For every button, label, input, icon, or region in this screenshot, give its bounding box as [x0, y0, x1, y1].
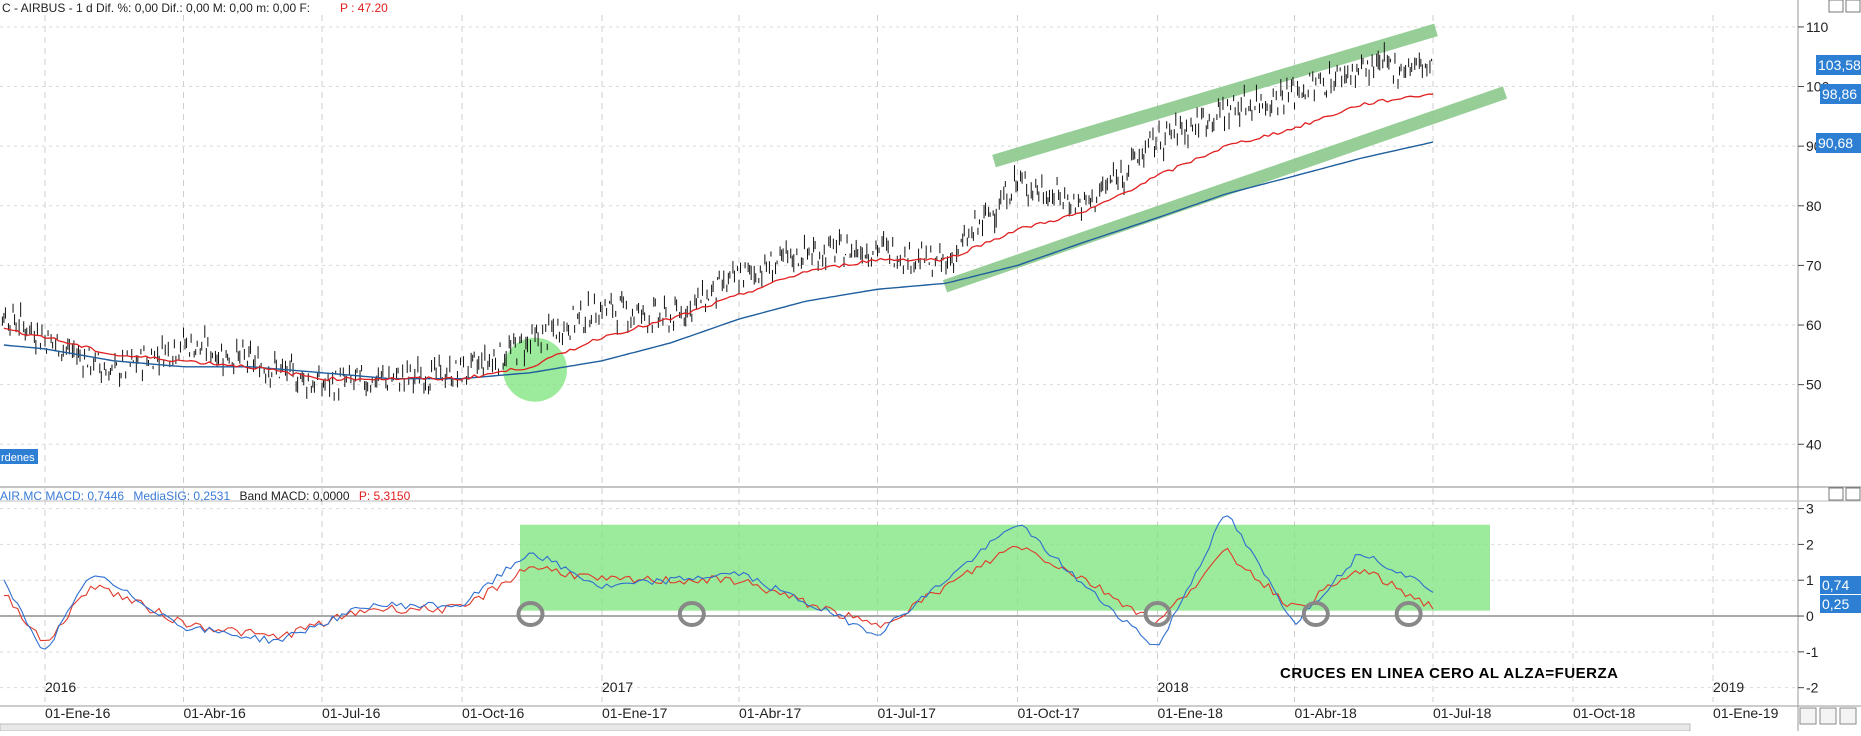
annotation-text: CRUCES EN LINEA CERO AL ALZA=FUERZA — [1280, 665, 1618, 682]
x-tick-label: 01-Oct-18 — [1573, 705, 1635, 721]
x-tick-label: 01-Jul-17 — [877, 705, 936, 721]
y-tick-label: 2 — [1806, 536, 1814, 552]
ma-short-line — [3, 93, 1434, 382]
y-tick-label: 80 — [1806, 198, 1822, 214]
macd-price-label: P: 5,3150 — [359, 489, 411, 503]
macd-value: 0,74 — [1822, 577, 1849, 593]
highlights — [503, 23, 1508, 611]
fit-button — [1839, 707, 1857, 725]
x-tick-label: 01-Ene-19 — [1713, 705, 1779, 721]
macd-line — [3, 515, 1434, 650]
y-tick-label: 40 — [1806, 436, 1822, 452]
channel-line — [992, 23, 1438, 168]
macd-header: AIR.MC MACD: 0,7446 MediaSIG: 0,2531 Ban… — [0, 489, 411, 503]
ma-long-value: 90,68 — [1818, 135, 1853, 151]
x-tick-label: 01-Abr-16 — [183, 705, 245, 721]
macd-signal-badge — [1820, 595, 1861, 613]
maximize-button — [1845, 0, 1861, 13]
x-tick-label: 01-Oct-16 — [462, 705, 524, 721]
macd-signal-label: MediaSIG: 0,2531 — [133, 489, 230, 503]
year-label: 2019 — [1713, 679, 1744, 695]
minimize-button — [1828, 0, 1844, 13]
year-label: 2017 — [602, 679, 633, 695]
ma-short-value: 98,86 — [1822, 86, 1857, 102]
year-label: 2018 — [1158, 679, 1189, 695]
y-tick-label: -2 — [1806, 680, 1819, 696]
zero-cross-markers — [516, 601, 1423, 628]
x-tick-label: 01-Ene-18 — [1158, 705, 1224, 721]
ma-long-badge — [1816, 133, 1861, 153]
macd-maximize-button — [1845, 487, 1861, 501]
zero-cross-circle — [677, 601, 706, 628]
macd-value-badge — [1820, 576, 1861, 594]
year-label: 2016 — [45, 679, 76, 695]
zero-cross-circle — [1301, 601, 1330, 628]
ma-short-badge — [1820, 84, 1861, 104]
x-tick-label: 01-Abr-18 — [1295, 705, 1357, 721]
header-price: P : 47.20 — [340, 1, 388, 15]
series — [1, 42, 1434, 650]
ma-long-line — [3, 141, 1434, 380]
grid — [0, 15, 1798, 702]
macd-positive-zone — [520, 524, 1490, 611]
x-axis: 01-Ene-16 01-Abr-16 01-Jul-16 01-Oct-16 01-E… — [45, 679, 1779, 721]
macd-minimize-button — [1828, 487, 1844, 501]
signal-line — [3, 545, 1434, 642]
y-tick-label: 110 — [1806, 19, 1829, 35]
x-tick-label: 01-Ene-16 — [45, 705, 111, 721]
y-tick-label: 60 — [1806, 317, 1822, 333]
last-price-badge — [1816, 55, 1861, 75]
x-tick-label: 01-Jul-18 — [1433, 705, 1492, 721]
breakout-highlight — [503, 337, 567, 402]
y-tick-label: 50 — [1806, 377, 1822, 393]
x-tick-label: 01-Abr-17 — [739, 705, 801, 721]
ordenes-badge[interactable] — [0, 449, 38, 464]
channel-line — [942, 86, 1508, 293]
last-price-value: 103,58 — [1818, 57, 1861, 73]
scroll-home-button — [1799, 707, 1817, 725]
x-tick-label: 01-Oct-17 — [1018, 705, 1080, 721]
zero-cross-circle — [1143, 601, 1172, 628]
horizontal-scrollbar — [0, 723, 1691, 732]
ordenes-label: rdenes — [1, 452, 35, 464]
macd-signal-value: 0,25 — [1822, 596, 1849, 612]
price-badges: 103,58 98,86 90,68 0,74 0,25 — [1816, 55, 1861, 613]
y-tick-label: 3 — [1806, 501, 1814, 517]
split-button — [1819, 707, 1837, 725]
zero-cross-circle — [516, 601, 545, 628]
x-tick-label: 01-Jul-16 — [322, 705, 381, 721]
macd-band-label: Band MACD: 0,0000 — [239, 489, 349, 503]
zero-cross-circle — [1394, 601, 1423, 628]
y-tick-label: -1 — [1806, 644, 1819, 660]
y-tick-label: 0 — [1806, 608, 1814, 624]
y-tick-label: 1 — [1806, 572, 1814, 588]
x-tick-label: 01-Ene-17 — [602, 705, 668, 721]
chart-header: C - AIRBUS - 1 d Dif. %: 0,00 Dif.: 0,00… — [2, 1, 310, 15]
y-tick-label: 70 — [1806, 257, 1822, 273]
macd-label: AIR.MC MACD: 0,7446 — [0, 489, 124, 503]
